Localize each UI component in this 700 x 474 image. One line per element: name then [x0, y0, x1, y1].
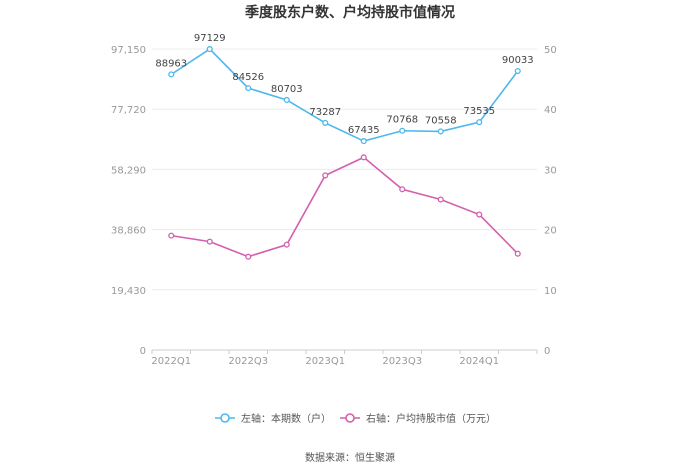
x-axis: 2022Q1 2022Q3 2023Q1 2023Q3 2024Q1: [151, 350, 538, 367]
right-tick-label: 50: [544, 45, 557, 56]
right-tick-label: 40: [544, 105, 557, 116]
left-axis: 0 19,430 38,860 58,290 77,720 97,150: [111, 45, 146, 357]
x-tick-label: 2022Q3: [228, 356, 268, 367]
x-tick-label: 2023Q1: [305, 356, 345, 367]
data-point: [437, 196, 444, 203]
left-tick-label: 77,720: [111, 105, 146, 116]
data-point: [399, 186, 406, 193]
x-tick-label: 2022Q1: [151, 356, 191, 367]
right-tick-label: 10: [544, 286, 557, 297]
data-point: [245, 253, 252, 260]
data-point: [514, 250, 521, 257]
data-point: [360, 138, 367, 145]
data-label: 70558: [425, 115, 457, 126]
right-tick-label: 0: [544, 346, 550, 357]
data-point: [283, 96, 290, 104]
data-label: 73287: [309, 107, 341, 118]
data-point: [206, 46, 213, 53]
data-label: 90033: [502, 55, 534, 66]
right-tick-label: 30: [544, 165, 557, 176]
legend-label: 右轴：户均持股市值（万元）: [366, 412, 496, 425]
left-tick-label: 58,290: [111, 165, 146, 176]
data-point: [476, 119, 483, 126]
x-tick-label: 2024Q1: [459, 356, 499, 367]
legend: 左轴：本期数（户） 右轴：户均持股市值（万元）: [215, 412, 496, 425]
data-point: [476, 211, 483, 218]
data-label: 84526: [232, 72, 264, 83]
data-point: [322, 119, 329, 126]
data-point: [514, 68, 521, 75]
series-line-1: [170, 48, 519, 142]
source-note: 数据来源：恒生聚源: [305, 451, 395, 464]
legend-label: 左轴：本期数（户）: [241, 412, 331, 425]
data-point: [245, 85, 252, 92]
data-point: [360, 154, 367, 161]
data-point: [283, 241, 290, 248]
x-tick-label: 2023Q3: [382, 356, 422, 367]
legend-marker: [345, 413, 355, 423]
chart-title: 季度股东户数、户均持股市值情况: [244, 4, 455, 21]
right-tick-label: 20: [544, 226, 557, 237]
data-point: [322, 172, 329, 179]
right-axis: 0 10 20 30 40 50: [544, 45, 557, 357]
series-line-2: [171, 156, 519, 258]
data-point: [168, 71, 175, 78]
left-tick-label: 38,860: [111, 226, 146, 237]
data-label: 88963: [155, 58, 187, 69]
data-label: 70768: [386, 115, 418, 126]
data-point: [206, 238, 213, 245]
data-point: [168, 232, 175, 239]
data-point: [437, 128, 444, 135]
data-point: [399, 127, 406, 134]
left-tick-label: 19,430: [111, 286, 146, 297]
data-label: 73535: [463, 106, 495, 117]
grid: [152, 48, 537, 351]
series-layer: 88963 97129 84526 80703 73287 67435 70768 70558…: [155, 33, 534, 260]
data-label: 80703: [271, 84, 303, 95]
left-tick-label: 0: [140, 346, 146, 357]
legend-marker: [220, 413, 230, 423]
data-label: 67435: [348, 125, 380, 136]
left-tick-label: 97,150: [111, 45, 146, 56]
data-label: 97129: [194, 33, 226, 44]
